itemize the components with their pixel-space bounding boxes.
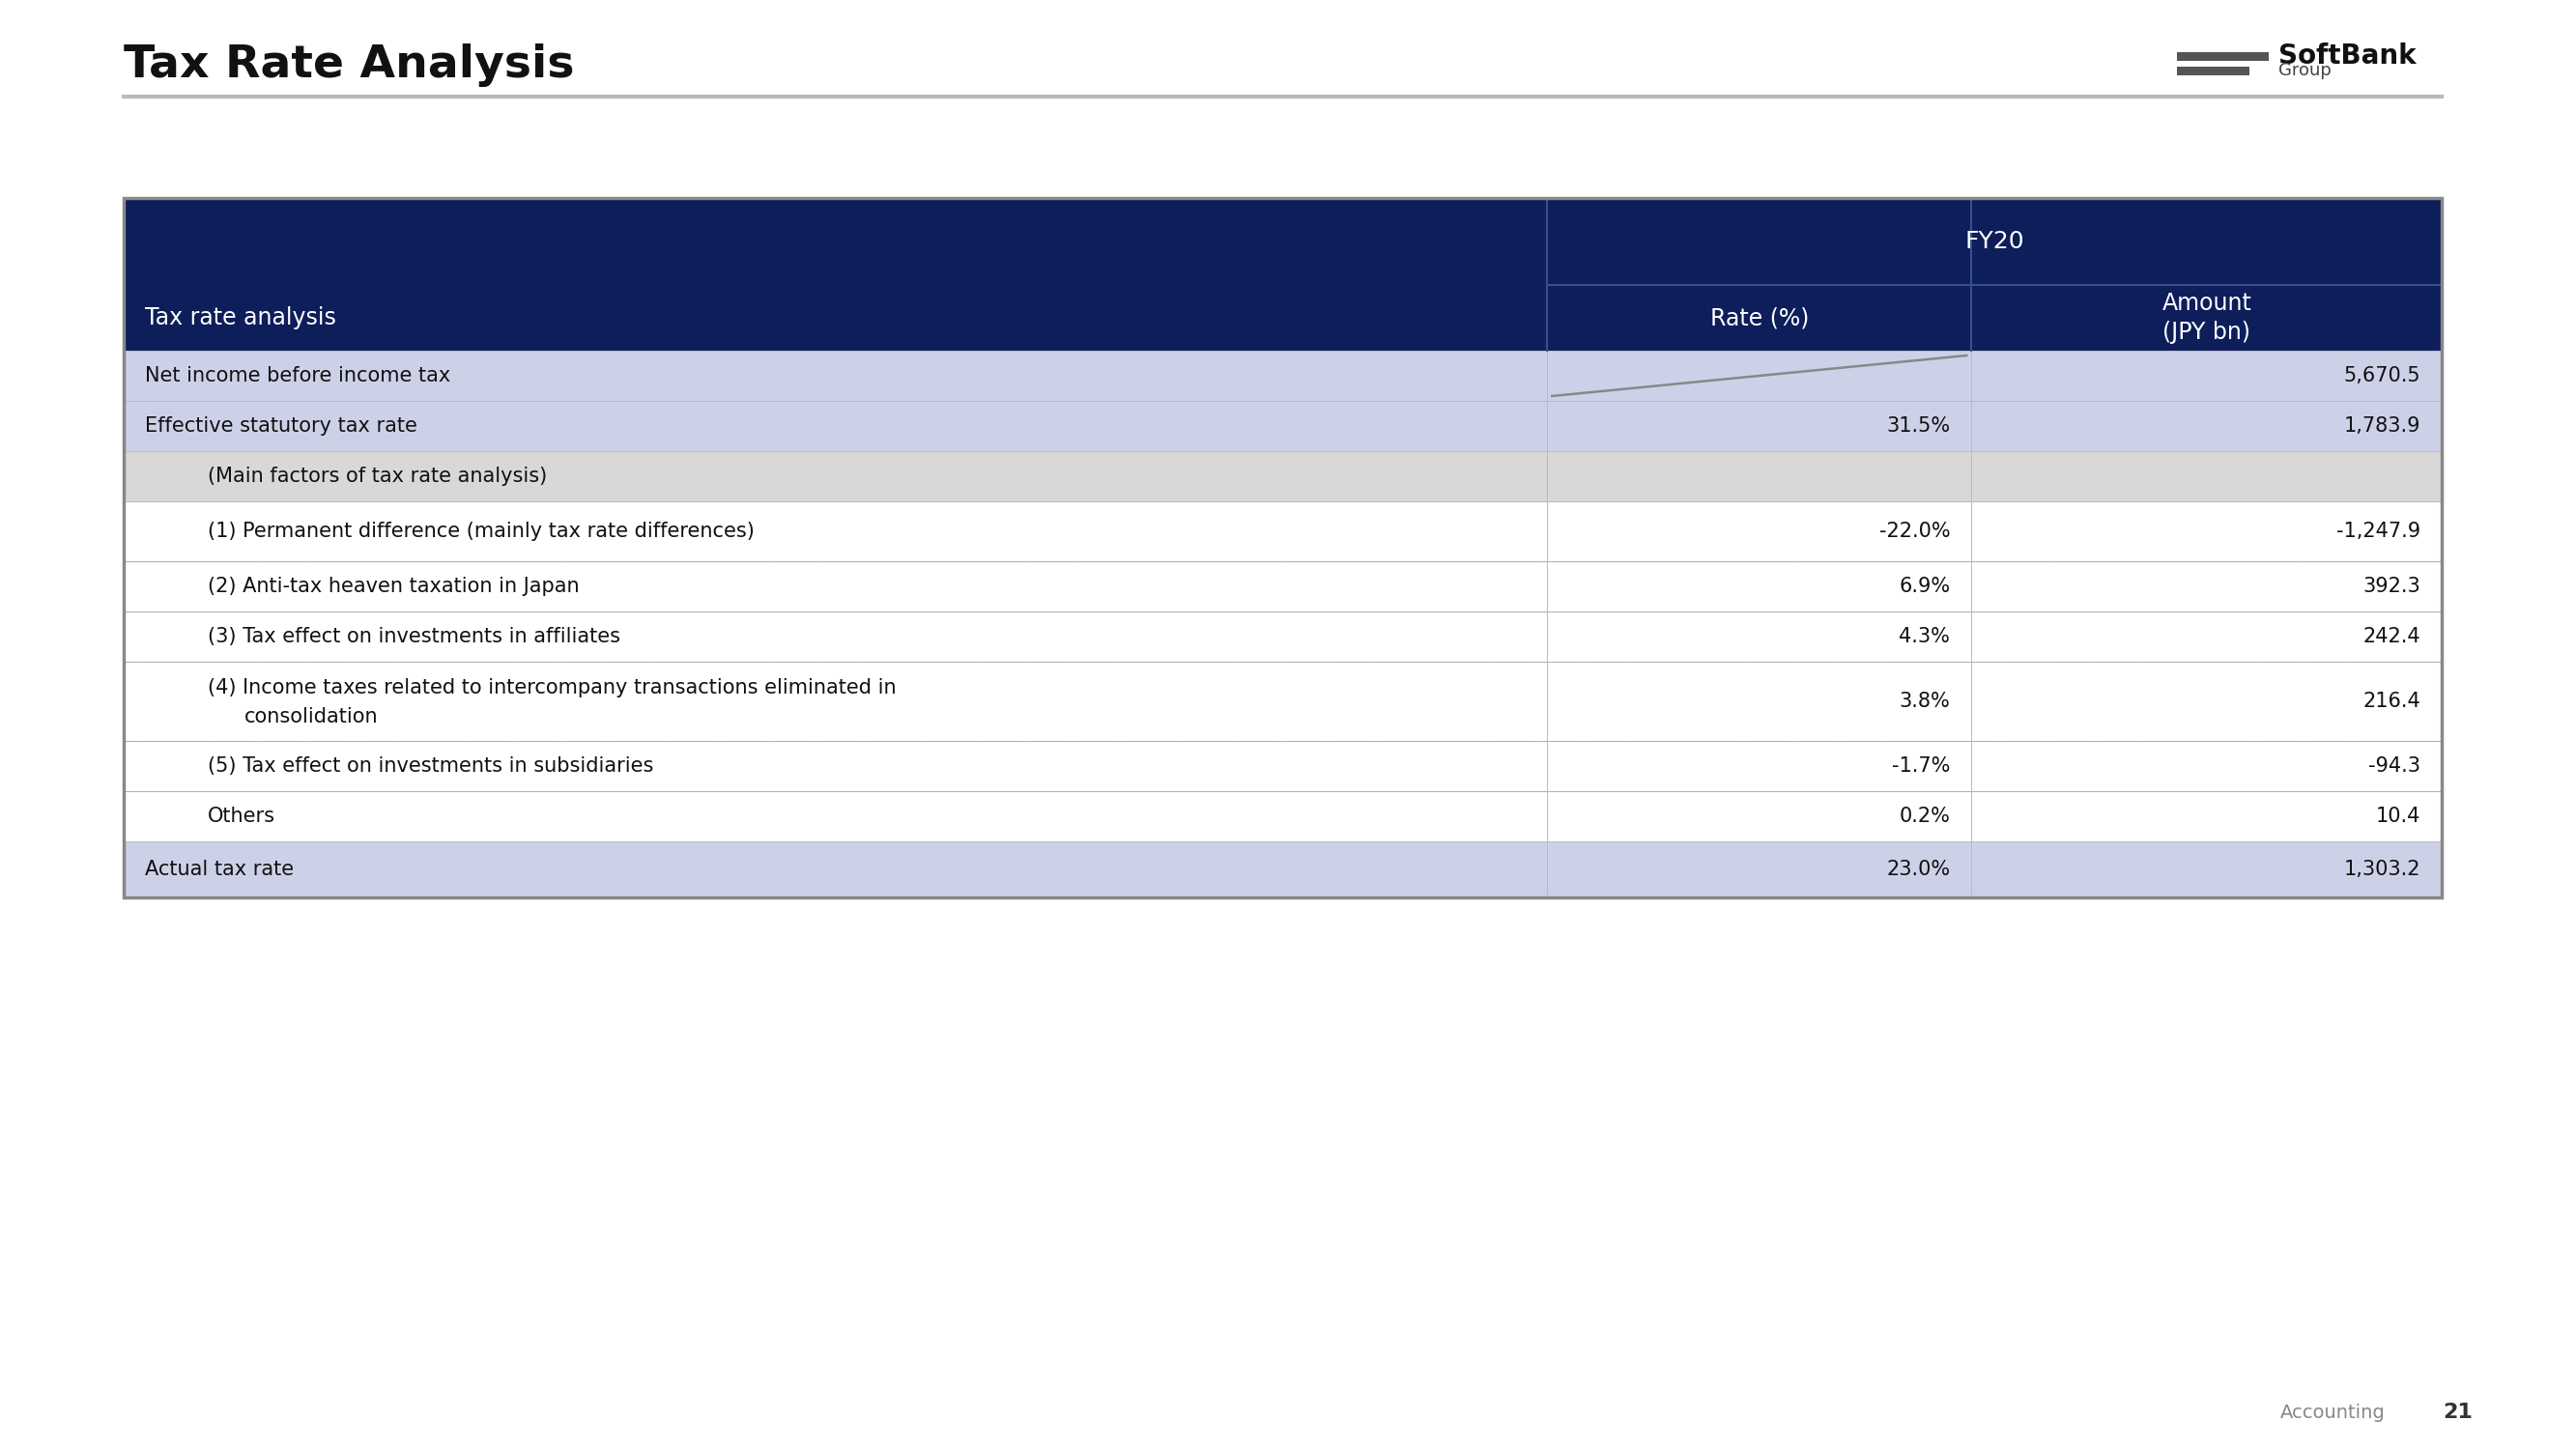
Text: (Main factors of tax rate analysis): (Main factors of tax rate analysis) bbox=[209, 467, 546, 485]
Bar bbox=[1971, 451, 2442, 501]
Bar bbox=[1971, 561, 2442, 611]
Text: -1.7%: -1.7% bbox=[1891, 756, 1950, 775]
Text: Accounting: Accounting bbox=[2280, 1403, 2385, 1421]
Text: SoftBank: SoftBank bbox=[2277, 43, 2416, 70]
Text: Actual tax rate: Actual tax rate bbox=[144, 859, 294, 880]
Bar bbox=[1971, 662, 2442, 740]
Bar bbox=[124, 662, 1548, 740]
Bar bbox=[1971, 842, 2442, 897]
Text: 21: 21 bbox=[2442, 1403, 2473, 1421]
Text: FY20: FY20 bbox=[1965, 230, 2025, 254]
Text: (1) Permanent difference (mainly tax rate differences): (1) Permanent difference (mainly tax rat… bbox=[209, 522, 755, 540]
Text: Tax rate analysis: Tax rate analysis bbox=[144, 306, 335, 329]
Text: 5,670.5: 5,670.5 bbox=[2344, 367, 2421, 385]
Bar bbox=[1548, 451, 1971, 501]
Text: 31.5%: 31.5% bbox=[1886, 416, 1950, 436]
Bar bbox=[124, 842, 1548, 897]
Bar bbox=[1971, 611, 2442, 662]
Bar bbox=[124, 501, 1548, 561]
Bar bbox=[124, 561, 1548, 611]
Text: Others: Others bbox=[209, 807, 276, 826]
Text: 6.9%: 6.9% bbox=[1899, 577, 1950, 596]
Text: 1,783.9: 1,783.9 bbox=[2344, 416, 2421, 436]
Bar bbox=[1971, 791, 2442, 842]
Bar bbox=[1548, 662, 1971, 740]
Text: 216.4: 216.4 bbox=[2362, 691, 2421, 711]
Text: (3) Tax effect on investments in affiliates: (3) Tax effect on investments in affilia… bbox=[209, 627, 621, 646]
Bar bbox=[2177, 52, 2269, 61]
Text: consolidation: consolidation bbox=[245, 707, 379, 727]
Bar bbox=[124, 199, 2442, 897]
Bar bbox=[1548, 740, 1971, 791]
Bar bbox=[1548, 611, 1971, 662]
Text: 4.3%: 4.3% bbox=[1899, 627, 1950, 646]
Bar bbox=[1548, 791, 1971, 842]
Bar bbox=[1548, 351, 1971, 401]
Bar bbox=[124, 451, 1548, 501]
Text: Net income before income tax: Net income before income tax bbox=[144, 367, 451, 385]
Text: -22.0%: -22.0% bbox=[1878, 522, 1950, 540]
Text: 0.2%: 0.2% bbox=[1899, 807, 1950, 826]
Bar bbox=[1548, 401, 1971, 451]
Bar bbox=[2177, 67, 2249, 75]
Text: Tax Rate Analysis: Tax Rate Analysis bbox=[124, 43, 574, 87]
Bar bbox=[124, 401, 1548, 451]
Text: (4) Income taxes related to intercompany transactions eliminated in: (4) Income taxes related to intercompany… bbox=[209, 678, 896, 697]
Bar bbox=[1971, 401, 2442, 451]
Text: Rate (%): Rate (%) bbox=[1710, 306, 1808, 329]
Text: Group: Group bbox=[2277, 62, 2331, 80]
Bar bbox=[124, 791, 1548, 842]
Text: 23.0%: 23.0% bbox=[1886, 859, 1950, 880]
Bar bbox=[1971, 501, 2442, 561]
Bar bbox=[124, 199, 2442, 351]
Bar bbox=[1971, 740, 2442, 791]
Text: -1,247.9: -1,247.9 bbox=[2336, 522, 2421, 540]
Bar bbox=[124, 611, 1548, 662]
Text: 10.4: 10.4 bbox=[2375, 807, 2421, 826]
Bar bbox=[1548, 501, 1971, 561]
Text: Effective statutory tax rate: Effective statutory tax rate bbox=[144, 416, 417, 436]
Text: -94.3: -94.3 bbox=[2367, 756, 2421, 775]
Text: 3.8%: 3.8% bbox=[1899, 691, 1950, 711]
Bar bbox=[1548, 561, 1971, 611]
Text: 242.4: 242.4 bbox=[2362, 627, 2421, 646]
Text: 1,303.2: 1,303.2 bbox=[2344, 859, 2421, 880]
Bar bbox=[1548, 842, 1971, 897]
Bar bbox=[124, 351, 1548, 401]
Text: (5) Tax effect on investments in subsidiaries: (5) Tax effect on investments in subsidi… bbox=[209, 756, 654, 775]
Bar bbox=[124, 740, 1548, 791]
Text: 392.3: 392.3 bbox=[2362, 577, 2421, 596]
Bar bbox=[1971, 351, 2442, 401]
Text: Amount
(JPY bn): Amount (JPY bn) bbox=[2161, 291, 2251, 345]
Text: (2) Anti-tax heaven taxation in Japan: (2) Anti-tax heaven taxation in Japan bbox=[209, 577, 580, 596]
